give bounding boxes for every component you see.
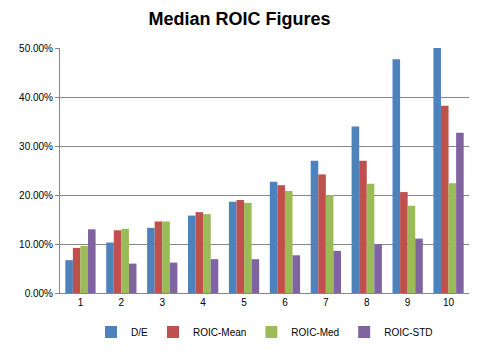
svg-text:8: 8	[364, 297, 370, 308]
svg-text:20.00%: 20.00%	[19, 190, 53, 201]
svg-text:D/E: D/E	[131, 327, 148, 338]
svg-text:ROIC-Med: ROIC-Med	[291, 327, 339, 338]
svg-text:5: 5	[241, 297, 247, 308]
svg-text:40.00%: 40.00%	[19, 92, 53, 103]
svg-text:ROIC-STD: ROIC-STD	[384, 327, 432, 338]
svg-text:2: 2	[119, 297, 125, 308]
svg-text:6: 6	[282, 297, 288, 308]
svg-text:Median ROIC Figures: Median ROIC Figures	[148, 9, 330, 29]
svg-text:9: 9	[405, 297, 411, 308]
svg-text:4: 4	[200, 297, 206, 308]
svg-text:ROIC-Mean: ROIC-Mean	[193, 327, 246, 338]
svg-text:7: 7	[323, 297, 329, 308]
svg-text:0.00%: 0.00%	[25, 288, 53, 299]
svg-text:10.00%: 10.00%	[19, 239, 53, 250]
svg-text:30.00%: 30.00%	[19, 141, 53, 152]
svg-text:1: 1	[78, 297, 84, 308]
svg-text:50.00%: 50.00%	[19, 43, 53, 54]
svg-text:10: 10	[443, 297, 455, 308]
svg-text:3: 3	[159, 297, 165, 308]
